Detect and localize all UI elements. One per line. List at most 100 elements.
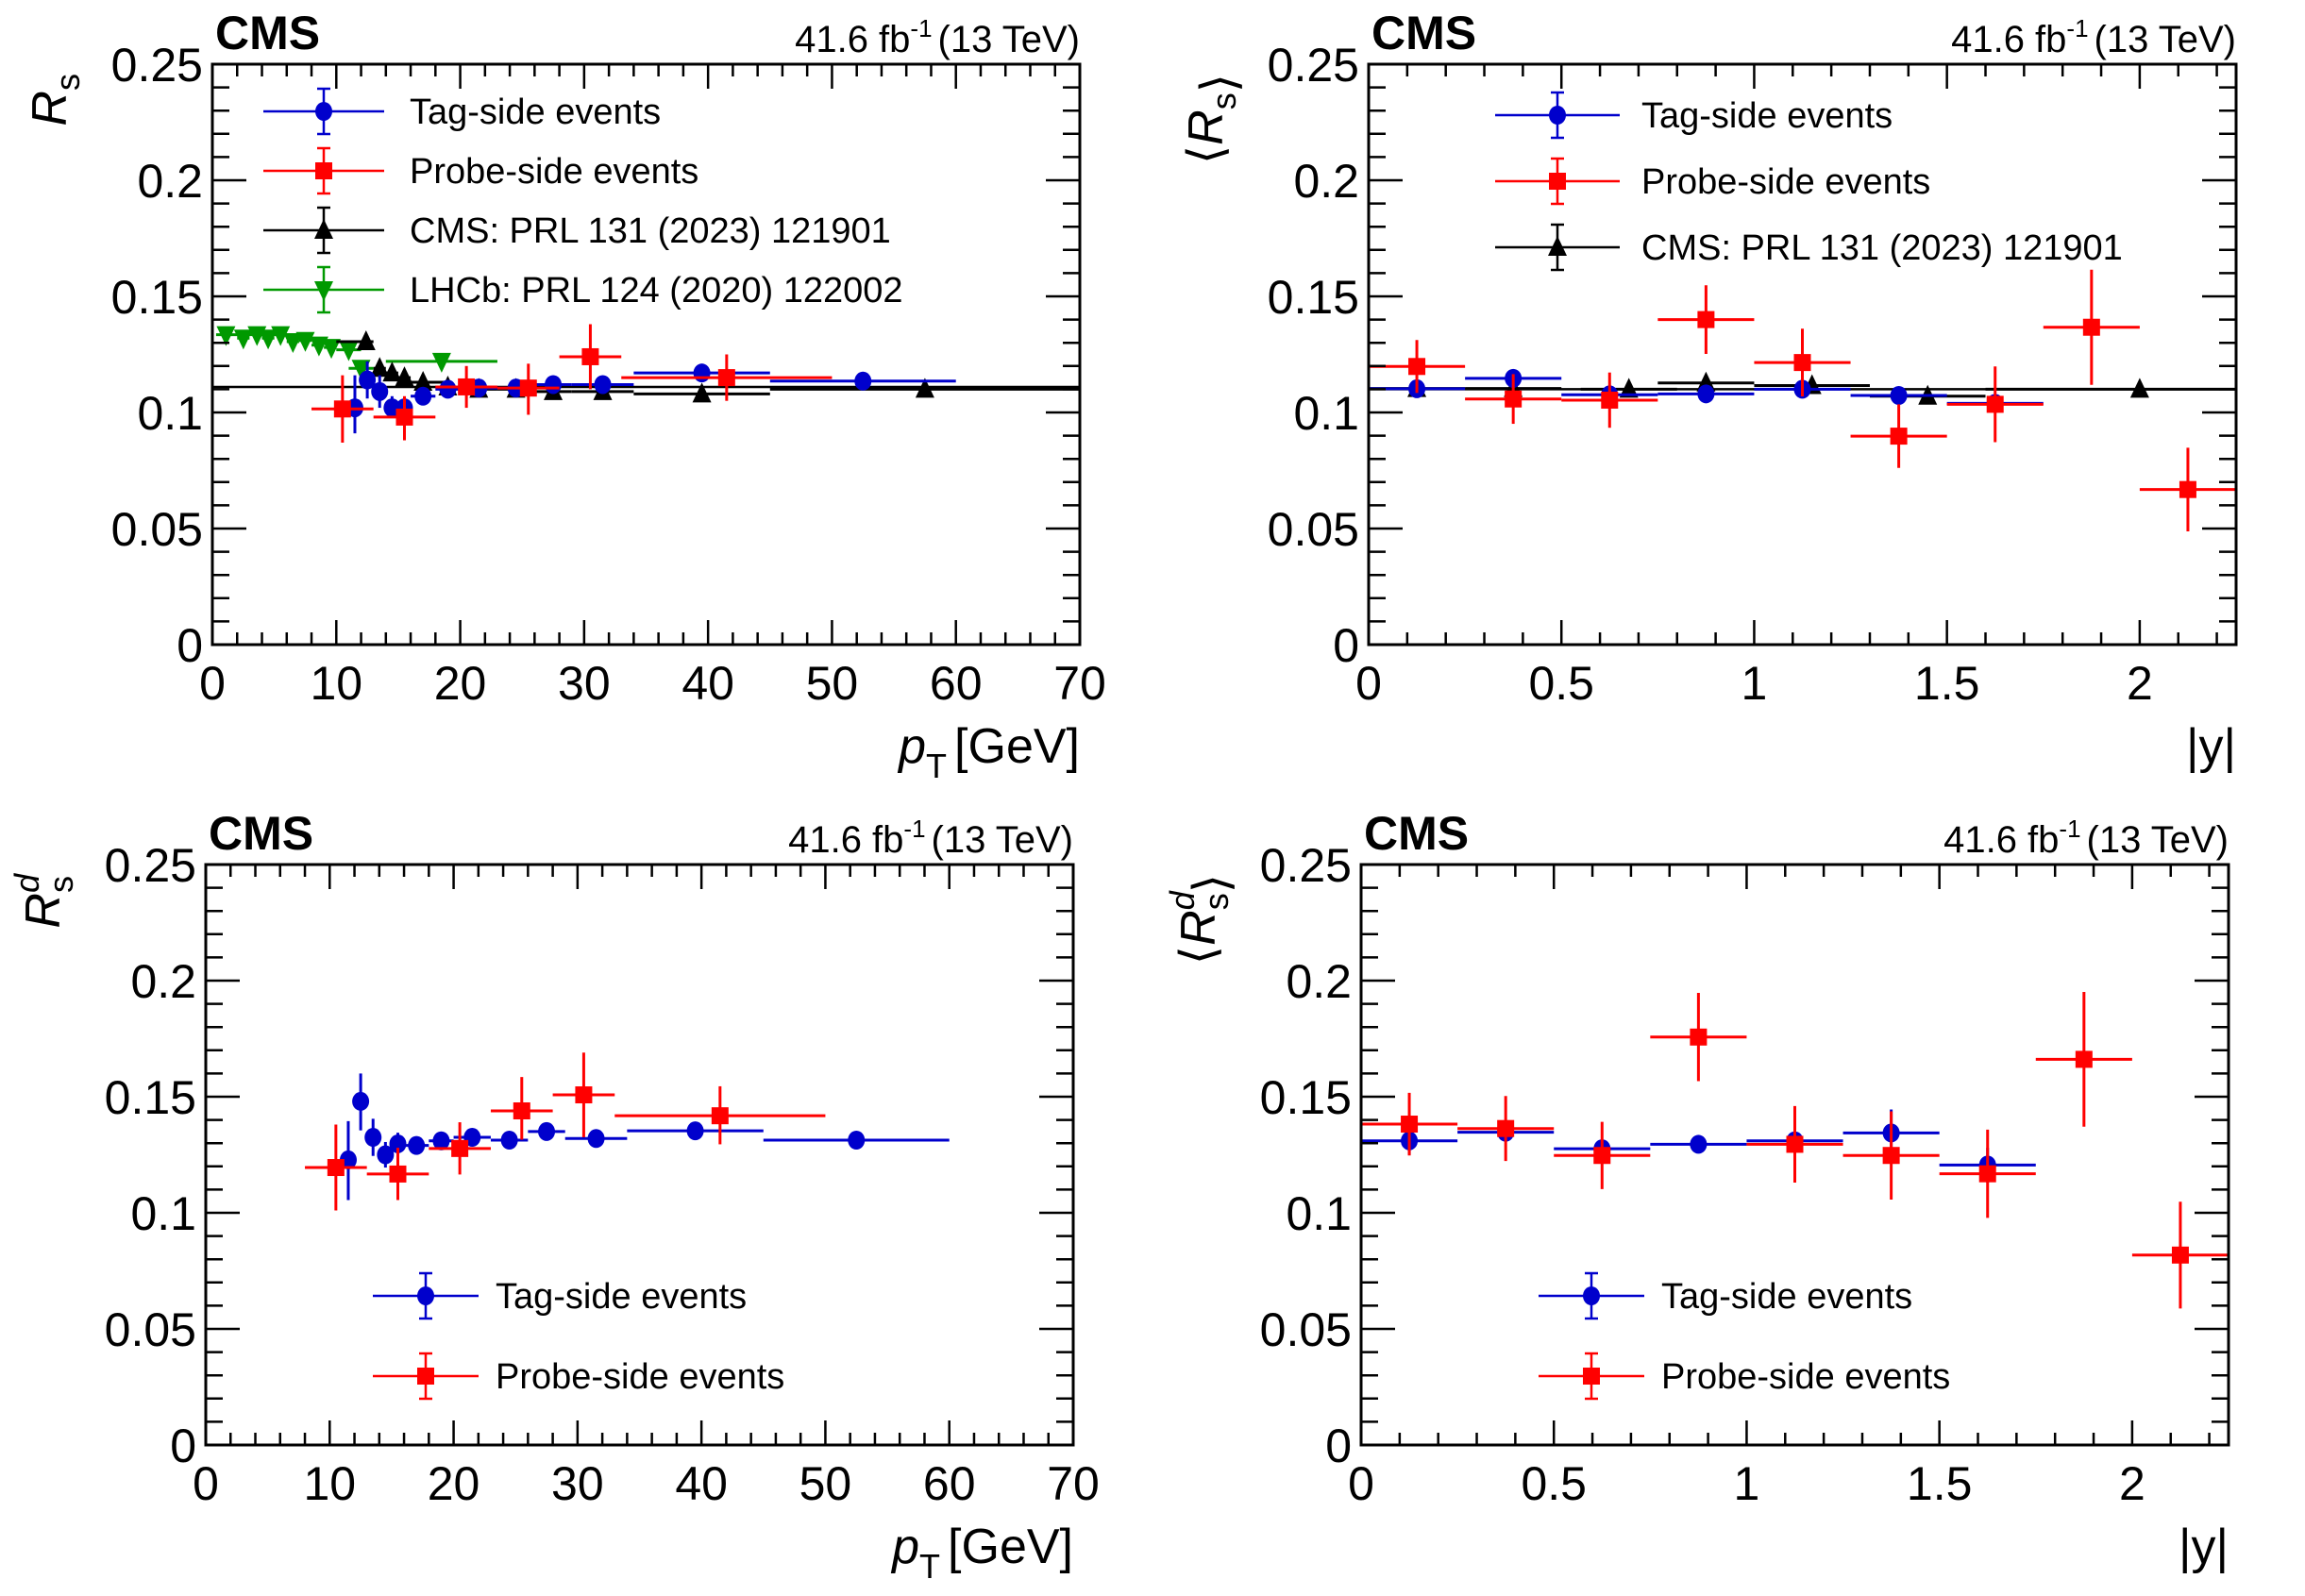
square-marker: [1601, 391, 1619, 409]
legend-item-tag: Tag-side events: [1539, 1271, 1912, 1320]
y-tick-label: 0: [177, 619, 203, 672]
square-marker: [1401, 1116, 1419, 1134]
svg-text:⟨Rds⟩: ⟨Rds⟩: [1163, 874, 1239, 965]
data-point-probe: [496, 363, 560, 415]
legend-label: Tag-side events: [1641, 96, 1893, 136]
circle-marker: [371, 381, 389, 401]
legend-square-marker: [1583, 1368, 1600, 1385]
circle-marker: [854, 371, 872, 391]
y-tick-label: 0.25: [105, 839, 196, 892]
legend-label: Tag-side events: [1661, 1277, 1912, 1317]
data-point-tag: [371, 375, 389, 409]
legend-circle-marker: [315, 102, 332, 121]
series-probe: [311, 324, 833, 443]
data-point-probe: [1650, 993, 1747, 1082]
circle-marker: [1690, 1134, 1708, 1154]
legend-triangle-up-marker: [314, 219, 333, 239]
series-probe: [1361, 992, 2229, 1309]
legend: Tag-side events Probe-side events: [373, 1271, 784, 1401]
y-tick-label: 0.25: [1268, 39, 1359, 92]
legend-item-cms_prl: CMS: PRL 131 (2023) 121901: [1495, 223, 2123, 272]
data-point-probe: [311, 375, 374, 443]
data-point-cms_prl: [1985, 378, 2236, 398]
legend-label: Probe-side events: [1641, 162, 1930, 202]
triangle-down-marker: [259, 329, 278, 350]
x-tick-label: 1.5: [1907, 1457, 1973, 1510]
legend-item-tag: Tag-side events: [1495, 91, 1893, 140]
data-point-tag: [769, 371, 956, 391]
triangle-up-marker: [382, 361, 402, 382]
square-marker: [327, 1159, 345, 1177]
data-layer: [1369, 269, 2236, 531]
y-tick-label: 0.15: [111, 271, 203, 324]
x-axis-title: |y|: [2179, 1520, 2229, 1574]
panel-top-right: CMS 41.6 fb-1 (13 TeV) 0 0.5 1 1.5 2 0 0.05 0.1 0…: [1179, 7, 2238, 774]
square-marker: [1697, 311, 1715, 328]
circle-marker: [545, 375, 563, 395]
square-marker: [1978, 1165, 1996, 1183]
square-marker: [395, 408, 413, 426]
data-point-tag: [528, 1121, 565, 1141]
legend-label: Probe-side events: [496, 1357, 784, 1397]
legend-label: Probe-side events: [410, 152, 698, 192]
data-point-cms_prl: [1580, 378, 1677, 398]
series-lhcb: [215, 326, 497, 380]
x-tick-label: 2: [2127, 657, 2153, 710]
circle-marker: [359, 370, 377, 390]
lumi-label: 41.6 fb-1 (13 TeV): [795, 14, 1080, 60]
lumi-label: 41.6 fb-1 (13 TeV): [1951, 14, 2236, 60]
series-tag: [1369, 368, 2044, 413]
circle-marker: [364, 1128, 382, 1148]
data-point-tag: [352, 1073, 370, 1131]
data-point-probe: [1465, 374, 1562, 425]
cms-label: CMS: [215, 7, 320, 59]
axis-ticks: [1367, 62, 2236, 647]
square-marker: [1986, 395, 2004, 413]
x-tick-label: 0: [193, 1457, 219, 1510]
y-tick-label: 0.1: [130, 1187, 196, 1240]
square-marker: [513, 1102, 530, 1120]
data-point-probe: [1939, 1129, 2036, 1218]
data-layer: [1361, 992, 2229, 1309]
legend-label: Probe-side events: [1661, 1357, 1950, 1397]
data-point-probe: [429, 1122, 491, 1175]
x-tick-label: 70: [1053, 657, 1106, 710]
data-point-lhcb: [215, 326, 238, 346]
y-axis-title: Rs: [23, 74, 87, 126]
square-marker: [458, 378, 476, 395]
data-point-cms_prl: [382, 361, 402, 382]
axis-ticks: [204, 863, 1075, 1447]
square-marker: [1882, 1147, 1900, 1165]
square-marker: [389, 1165, 407, 1183]
circle-marker: [352, 1091, 370, 1111]
x-tick-label: 70: [1047, 1457, 1100, 1510]
axis-ticks: [210, 62, 1082, 647]
data-point-tag: [627, 1121, 764, 1141]
x-tick-label: 10: [303, 1457, 356, 1510]
plot-frame: [1367, 62, 2238, 647]
y-tick-label: 0.2: [1286, 955, 1352, 1008]
y-tick-label: 0: [170, 1420, 196, 1472]
legend-item-cms_prl: CMS: PRL 131 (2023) 121901: [263, 206, 891, 255]
data-point-cms_prl: [336, 329, 376, 350]
legend-item-probe: Probe-side events: [373, 1352, 784, 1401]
data-point-probe: [552, 1052, 615, 1138]
data-point-lhcb: [322, 339, 342, 360]
series-probe: [1369, 269, 2236, 531]
data-layer: [212, 324, 1080, 443]
square-marker: [1793, 354, 1811, 372]
legend: Tag-side events Probe-side events CMS: PRL…: [263, 87, 903, 314]
data-point-probe: [2035, 992, 2132, 1127]
y-tick-label: 0.2: [130, 955, 196, 1008]
triangle-down-marker: [283, 332, 303, 353]
data-point-tag: [404, 1135, 429, 1155]
y-tick-label: 0.2: [1293, 155, 1359, 208]
triangle-up-marker: [370, 357, 390, 378]
x-tick-label: 0.5: [1528, 657, 1594, 710]
svg-text:⟨Rs⟩: ⟨Rs⟩: [1179, 74, 1247, 164]
legend-item-probe: Probe-side events: [1539, 1352, 1950, 1401]
y-tick-label: 0.05: [105, 1303, 196, 1356]
triangle-up-marker: [915, 378, 934, 398]
legend-circle-marker: [417, 1286, 434, 1305]
data-point-tag: [429, 1131, 454, 1151]
